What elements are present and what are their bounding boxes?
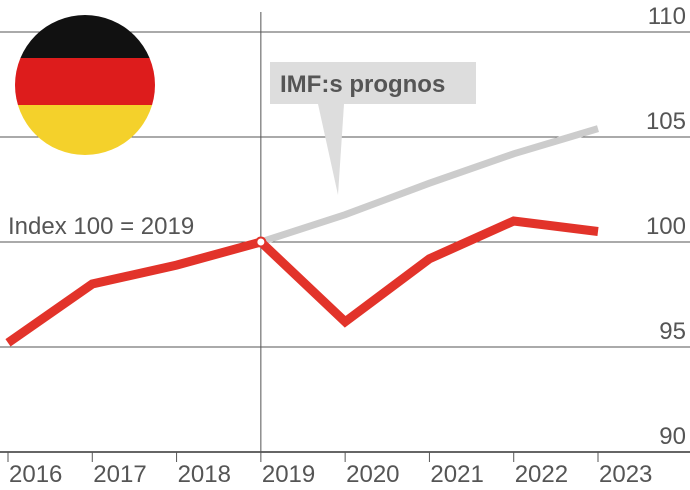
- callout-pointer: [318, 104, 344, 195]
- x-axis: 2016 2017 2018 2019 2020 2021 2022 2023: [7, 452, 652, 488]
- forecast-callout: IMF:s prognos: [270, 62, 476, 195]
- y-axis: 90 95 100 105 110: [646, 3, 686, 450]
- x-tick-label: 2023: [599, 461, 652, 488]
- x-tick-label: 2016: [9, 461, 62, 488]
- flag-band-gold: [15, 105, 155, 155]
- x-tick-label: 2022: [515, 461, 568, 488]
- series-line-actual: [5, 216, 599, 347]
- x-tick-label: 2020: [346, 461, 399, 488]
- y-tick-label: 100: [646, 213, 686, 240]
- x-tick-label: 2021: [430, 461, 483, 488]
- junction-marker: [255, 236, 267, 248]
- flag-band-red: [15, 58, 155, 105]
- x-tick-label: 2017: [93, 461, 146, 488]
- y-tick-label: 90: [659, 423, 686, 450]
- callout-label: IMF:s prognos: [280, 71, 445, 98]
- x-tick-label: 2018: [178, 461, 231, 488]
- y-tick-label: 105: [646, 108, 686, 135]
- flag-band-black: [15, 15, 155, 58]
- y-tick-label: 110: [648, 3, 686, 30]
- y-tick-label: 95: [659, 318, 686, 345]
- series-layer: [5, 125, 600, 347]
- callout-box: [270, 62, 476, 104]
- x-tick-label: 2019: [262, 461, 315, 488]
- index-note: Index 100 = 2019: [8, 213, 194, 240]
